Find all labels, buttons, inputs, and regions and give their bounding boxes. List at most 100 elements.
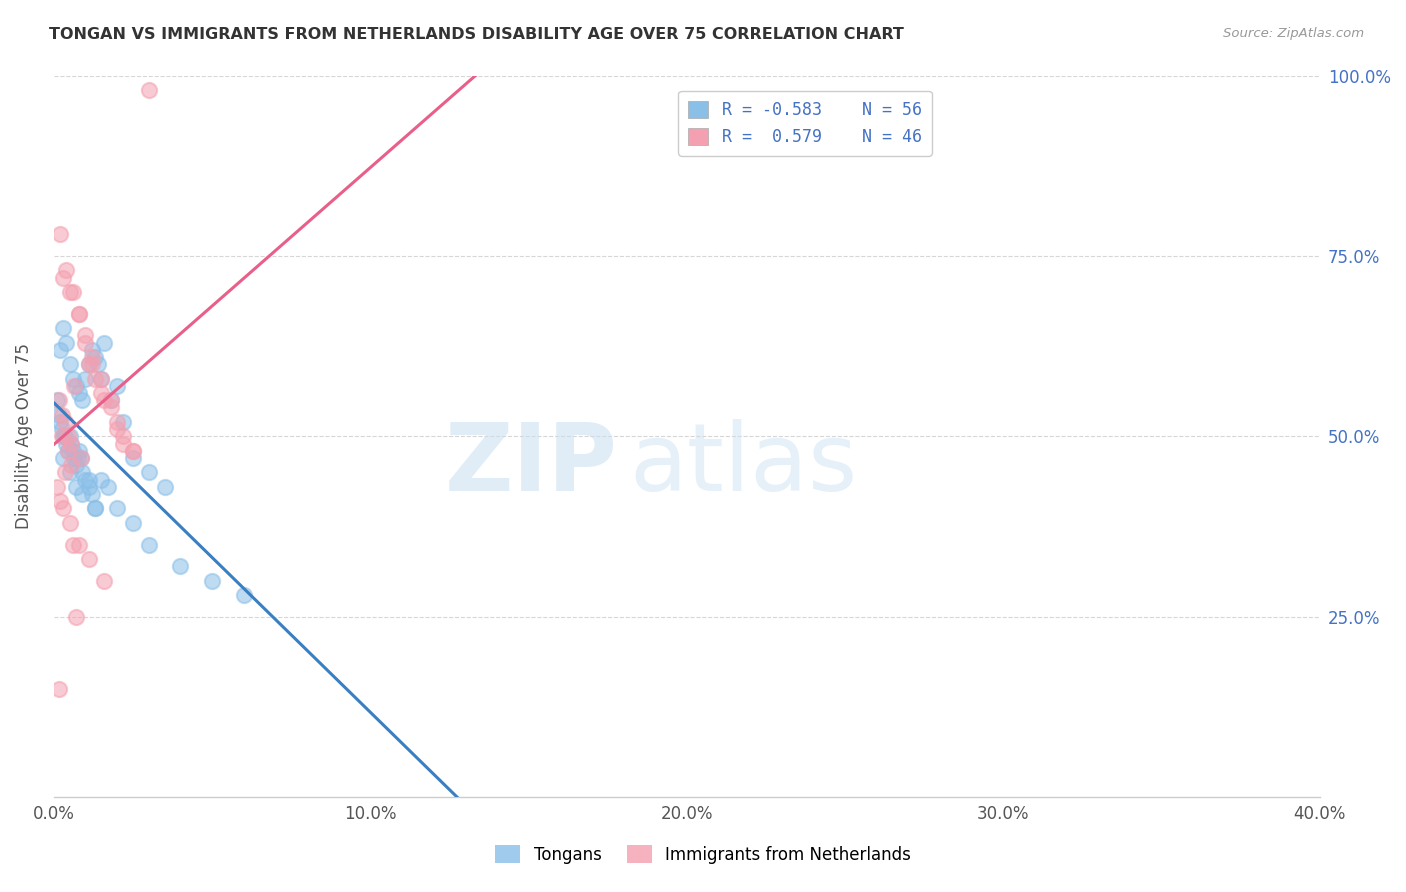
Point	[67, 307, 90, 321]
Point	[65, 609, 87, 624]
Point	[97, 480, 120, 494]
Point	[56, 443, 79, 458]
Point	[69, 450, 91, 465]
Text: atlas: atlas	[630, 419, 858, 511]
Point	[46, 480, 69, 494]
Point	[59, 516, 82, 530]
Point	[72, 466, 94, 480]
Point	[51, 408, 73, 422]
Text: ZIP: ZIP	[444, 419, 617, 511]
Point	[69, 450, 91, 465]
Point	[93, 574, 115, 588]
Point	[63, 379, 86, 393]
Point	[112, 436, 135, 450]
Point	[46, 393, 69, 408]
Point	[80, 487, 103, 501]
Point	[84, 350, 107, 364]
Point	[53, 429, 76, 443]
Point	[49, 227, 72, 242]
Point	[105, 422, 128, 436]
Point	[80, 350, 103, 364]
Point	[112, 429, 135, 443]
Point	[62, 371, 84, 385]
Legend: R = -0.583    N = 56, R =  0.579    N = 46: R = -0.583 N = 56, R = 0.579 N = 46	[678, 91, 932, 156]
Point	[100, 401, 122, 415]
Point	[75, 335, 97, 350]
Point	[60, 436, 83, 450]
Point	[80, 357, 103, 371]
Point	[65, 379, 87, 393]
Point	[112, 415, 135, 429]
Point	[201, 574, 224, 588]
Point	[84, 371, 107, 385]
Point	[84, 501, 107, 516]
Point	[72, 393, 94, 408]
Point	[52, 270, 75, 285]
Point	[63, 450, 86, 465]
Point	[48, 393, 70, 408]
Point	[67, 386, 90, 401]
Point	[122, 450, 145, 465]
Point	[105, 379, 128, 393]
Point	[138, 83, 160, 97]
Point	[55, 436, 77, 450]
Point	[52, 429, 75, 443]
Point	[87, 357, 110, 371]
Point	[75, 328, 97, 343]
Point	[77, 357, 100, 371]
Point	[67, 307, 90, 321]
Point	[67, 443, 90, 458]
Point	[77, 473, 100, 487]
Point	[55, 263, 77, 277]
Point	[49, 494, 72, 508]
Point	[49, 343, 72, 357]
Point	[67, 538, 90, 552]
Point	[75, 371, 97, 385]
Point	[138, 538, 160, 552]
Point	[72, 487, 94, 501]
Point	[55, 335, 77, 350]
Point	[153, 480, 176, 494]
Point	[90, 371, 112, 385]
Point	[52, 450, 75, 465]
Text: TONGAN VS IMMIGRANTS FROM NETHERLANDS DISABILITY AGE OVER 75 CORRELATION CHART: TONGAN VS IMMIGRANTS FROM NETHERLANDS DI…	[49, 27, 904, 42]
Point	[59, 429, 82, 443]
Point	[53, 415, 76, 429]
Point	[56, 429, 79, 443]
Point	[56, 443, 79, 458]
Point	[100, 393, 122, 408]
Point	[232, 588, 254, 602]
Point	[60, 458, 83, 473]
Point	[93, 393, 115, 408]
Point	[122, 443, 145, 458]
Point	[66, 450, 89, 465]
Point	[138, 466, 160, 480]
Point	[62, 443, 84, 458]
Point	[90, 386, 112, 401]
Point	[84, 501, 107, 516]
Point	[100, 393, 122, 408]
Point	[77, 552, 100, 566]
Point	[62, 285, 84, 299]
Point	[169, 559, 191, 574]
Point	[122, 516, 145, 530]
Point	[52, 501, 75, 516]
Point	[59, 466, 82, 480]
Point	[48, 681, 70, 696]
Point	[93, 335, 115, 350]
Point	[53, 466, 76, 480]
Point	[60, 436, 83, 450]
Point	[77, 480, 100, 494]
Point	[80, 343, 103, 357]
Point	[90, 371, 112, 385]
Point	[52, 321, 75, 335]
Point	[75, 473, 97, 487]
Point	[122, 443, 145, 458]
Point	[48, 408, 70, 422]
Point	[51, 422, 73, 436]
Point	[49, 415, 72, 429]
Point	[105, 501, 128, 516]
Point	[77, 357, 100, 371]
Legend: Tongans, Immigrants from Netherlands: Tongans, Immigrants from Netherlands	[489, 838, 917, 871]
Point	[105, 415, 128, 429]
